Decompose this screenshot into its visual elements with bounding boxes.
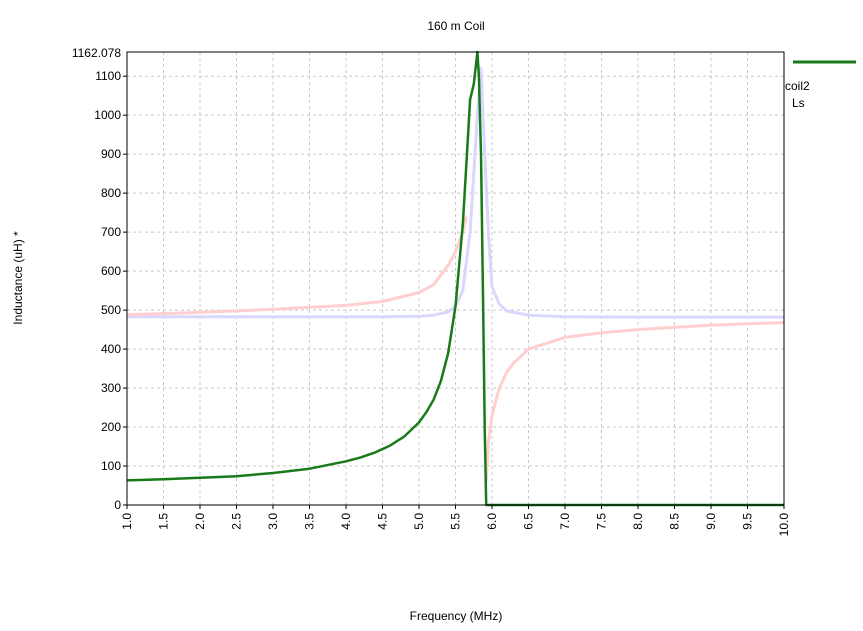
x-tick-label: 5.0 (412, 513, 426, 530)
y-max-label: 1162.078 (72, 46, 121, 60)
x-tick-label: 8.0 (631, 513, 645, 530)
x-tick-label: 2.0 (193, 513, 207, 530)
y-tick-label: 0 (114, 498, 121, 512)
x-ticks: 1.0 1.5 2.0 2.5 3.0 3.5 4.0 4.5 5.0 5.5 6.0 6.5 7.0 7… (120, 505, 791, 536)
legend-series-sub: Ls (792, 96, 805, 110)
series-line-faint-1 (126, 216, 468, 317)
x-tick-label: 7.0 (558, 513, 572, 530)
y-tick-label: 200 (101, 420, 121, 434)
y-tick-label: 700 (101, 225, 121, 239)
x-tick-label: 1.0 (120, 513, 134, 530)
x-tick-label: 1.5 (157, 513, 171, 530)
y-tick-label: 1100 (95, 69, 121, 83)
y-tick-label: 300 (101, 381, 121, 395)
x-tick-label: 9.5 (741, 513, 755, 530)
chart-title: 160 m Coil (427, 19, 484, 33)
y-tick-label: 800 (101, 186, 121, 200)
x-tick-label: 4.0 (339, 513, 353, 530)
x-axis-label: Frequency (MHz) (410, 609, 503, 623)
grid (127, 52, 784, 505)
x-tick-label: 9.0 (704, 513, 718, 530)
y-axis-label: Inductance (uH) * (11, 231, 25, 325)
x-tick-label: 10.0 (777, 513, 791, 537)
y-tick-label: 400 (101, 342, 121, 356)
x-tick-label: 6.5 (522, 513, 536, 530)
y-tick-label: 900 (101, 147, 121, 161)
y-tick-label: 500 (101, 303, 121, 317)
x-tick-label: 8.5 (668, 513, 682, 530)
x-tick-label: 6.0 (485, 513, 499, 530)
x-tick-label: 7.5 (595, 513, 609, 530)
y-tick-label: 600 (101, 264, 121, 278)
legend: coil2 Ls (785, 60, 856, 110)
x-tick-label: 3.5 (303, 513, 317, 530)
series-line-faint-2 (484, 321, 785, 482)
x-tick-label: 2.5 (230, 513, 244, 530)
y-tick-label: 1000 (94, 108, 121, 122)
x-tick-label: 4.5 (376, 513, 390, 530)
legend-series-name: coil2 (785, 79, 810, 93)
y-ticks: 0 100 200 300 400 500 600 700 800 900 1000 1100 (94, 69, 127, 512)
y-tick-label: 100 (101, 459, 121, 473)
x-tick-label: 3.0 (266, 513, 280, 530)
x-tick-label: 5.5 (449, 513, 463, 530)
